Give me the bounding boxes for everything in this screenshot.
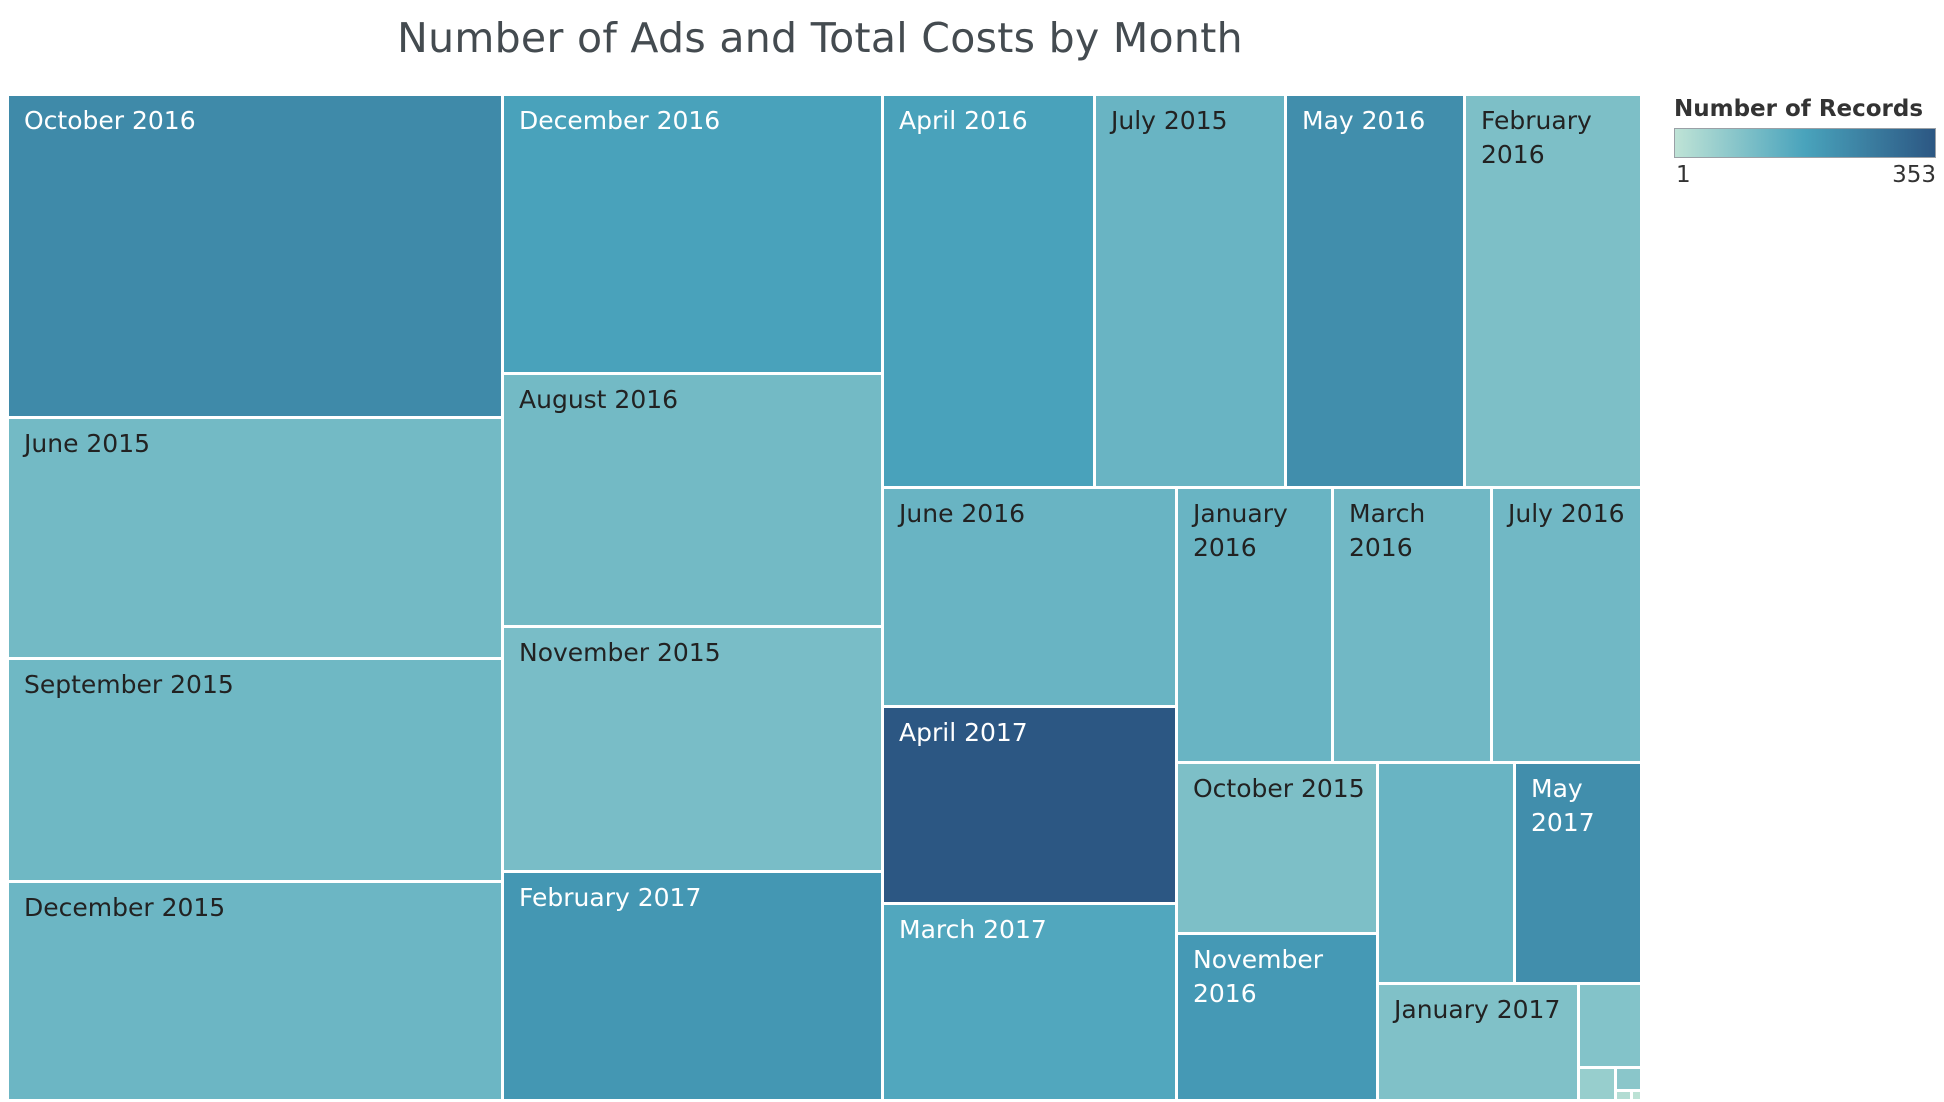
treemap-cell-unlabeled-27[interactable] bbox=[1631, 1090, 1642, 1101]
treemap-label-february-2016: February 2016 bbox=[1481, 106, 1592, 169]
treemap-cell-july-2016[interactable] bbox=[1491, 487, 1642, 763]
treemap-label-september-2015: September 2015 bbox=[24, 670, 234, 699]
treemap-label-january-2016: January 2016 bbox=[1191, 499, 1288, 562]
treemap-cell-october-2015[interactable] bbox=[1176, 762, 1378, 934]
treemap-cell-december-2016[interactable] bbox=[502, 94, 883, 374]
treemap-label-november-2016: November 2016 bbox=[1193, 945, 1324, 1008]
treemap-cell-unlabeled-24[interactable] bbox=[1578, 1067, 1616, 1101]
treemap-cell-january-2017[interactable] bbox=[1377, 983, 1579, 1101]
treemap-label-november-2015: November 2015 bbox=[519, 638, 721, 667]
treemap-cell-june-2016[interactable] bbox=[882, 487, 1177, 707]
treemap-label-december-2015: December 2015 bbox=[24, 893, 225, 922]
legend-min-label: 1 bbox=[1676, 162, 1691, 188]
treemap-cell-june-2015[interactable] bbox=[7, 417, 503, 659]
treemap-cell-july-2015[interactable] bbox=[1094, 94, 1286, 488]
treemap-label-january-2017: January 2017 bbox=[1392, 995, 1560, 1024]
treemap-cell-february-2017[interactable] bbox=[502, 871, 883, 1101]
color-legend: Number of Records 1 353 bbox=[1674, 96, 1944, 190]
treemap-label-may-2017: May 2017 bbox=[1531, 774, 1595, 837]
treemap-cell-january-2016[interactable] bbox=[1176, 487, 1333, 763]
treemap-cell-unlabeled-26[interactable] bbox=[1615, 1090, 1632, 1101]
treemap-label-april-2017: April 2017 bbox=[899, 718, 1028, 747]
treemap-cell-may-2016[interactable] bbox=[1285, 94, 1465, 488]
treemap-label-february-2017: February 2017 bbox=[519, 883, 701, 912]
legend-title: Number of Records bbox=[1674, 96, 1924, 122]
treemap-cell-april-2017[interactable] bbox=[882, 706, 1177, 904]
treemap-label-december-2016: December 2016 bbox=[519, 106, 720, 135]
treemap-label-july-2016: July 2016 bbox=[1506, 499, 1625, 528]
treemap-label-august-2016: August 2016 bbox=[519, 385, 678, 414]
treemap-cell-unlabeled-19[interactable] bbox=[1377, 762, 1515, 984]
treemap-label-july-2015: July 2015 bbox=[1109, 106, 1228, 135]
treemap-cell-february-2016[interactable] bbox=[1464, 94, 1642, 488]
treemap-cell-october-2016[interactable] bbox=[7, 94, 503, 418]
treemap-cell-unlabeled-23[interactable] bbox=[1578, 983, 1642, 1068]
legend-labels: 1 353 bbox=[1674, 162, 1940, 190]
treemap-label-october-2015: October 2015 bbox=[1193, 774, 1365, 803]
chart-title: Number of Ads and Total Costs by Month bbox=[397, 14, 1243, 62]
treemap-label-march-2017: March 2017 bbox=[899, 915, 1047, 944]
treemap-cell-unlabeled-25[interactable] bbox=[1615, 1067, 1642, 1091]
treemap-label-june-2015: June 2015 bbox=[22, 429, 150, 458]
treemap-label-june-2016: June 2016 bbox=[897, 499, 1025, 528]
treemap-cell-may-2017[interactable] bbox=[1514, 762, 1642, 984]
legend-max-label: 353 bbox=[1892, 162, 1936, 188]
treemap-label-april-2016: April 2016 bbox=[899, 106, 1028, 135]
treemap-label-may-2016: May 2016 bbox=[1302, 106, 1425, 135]
treemap-cell-march-2016[interactable] bbox=[1332, 487, 1492, 763]
treemap-label-october-2016: October 2016 bbox=[24, 106, 196, 135]
treemap-label-march-2016: March 2016 bbox=[1349, 499, 1425, 562]
treemap-cell-march-2017[interactable] bbox=[882, 903, 1177, 1101]
treemap-cell-september-2015[interactable] bbox=[7, 658, 503, 882]
legend-color-ramp bbox=[1674, 128, 1936, 158]
treemap-cell-april-2016[interactable] bbox=[882, 94, 1095, 488]
treemap-cell-december-2015[interactable] bbox=[7, 881, 503, 1101]
treemap-cell-august-2016[interactable] bbox=[502, 373, 883, 627]
treemap-cell-november-2016[interactable] bbox=[1176, 933, 1378, 1101]
